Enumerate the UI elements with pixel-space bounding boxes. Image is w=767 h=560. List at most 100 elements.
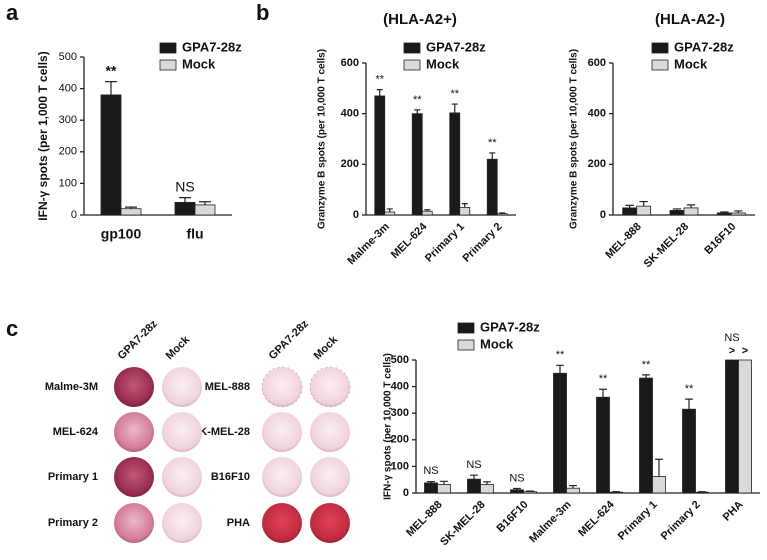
error-bar [513,487,521,490]
error-bar [639,200,648,207]
legend-swatch [651,59,669,71]
annotation: ** [413,94,422,106]
y-tick-label: 0 [353,209,359,221]
annotation: ** [488,137,497,149]
y-tick-label: 0 [600,209,606,221]
x-tick-label: Primary 2 [659,499,703,543]
x-tick-label: Primary 2 [460,221,504,265]
y-tick-label: 400 [341,108,359,120]
y-tick-label: 100 [59,177,77,189]
row-label: PHA [227,517,250,529]
x-tick-label: MEL-888 [603,221,643,261]
bar [609,491,623,494]
overflow-mark: > [729,345,735,357]
row-label: B16F10 [211,471,250,483]
annotation: NS [724,332,739,344]
y-tick-label: 500 [59,51,77,63]
bar [510,489,524,494]
overflow-mark: > [742,345,748,357]
y-tick-label: 200 [391,434,409,446]
bar [480,484,494,494]
column-header: GPA7-28z [116,318,161,363]
well [114,367,154,407]
y-tick-label: 300 [59,114,77,126]
bar [725,359,739,494]
annotation: ** [106,62,117,78]
error-bar [686,204,696,208]
bar [424,482,438,494]
well [310,412,350,452]
legend-label: Mock [674,56,708,71]
well [162,503,202,543]
well [262,503,302,543]
bar [437,484,451,494]
bar [449,112,461,216]
row-label: MEL-624 [53,426,99,438]
error-bar [414,109,421,114]
bar [596,396,610,494]
error-bar [424,209,431,212]
legend-swatch [159,42,177,54]
bar [652,476,666,494]
legend-swatch [159,59,177,71]
x-tick-label: B16F10 [702,221,738,257]
x-tick-label: Primary 1 [423,221,467,265]
bar [496,213,508,216]
error-bar [672,208,682,211]
legend-swatch [651,42,669,54]
well [114,503,154,543]
error-bar [386,208,393,212]
error-bar [483,481,491,485]
x-tick-label: MEL-888 [404,499,444,539]
bar [636,205,652,216]
x-tick-label: Primary 1 [616,499,660,543]
legend-swatch [457,322,475,334]
error-bar [698,491,706,493]
y-tick-label: 500 [391,354,409,366]
well-images: GPA7-28z Mock GPA7-28z Mock Malme-3M MEL… [45,318,351,543]
bar [622,207,638,216]
row-label: Primary 1 [48,471,98,483]
error-bar [427,480,435,483]
error-bar [720,211,729,213]
legend-label: GPA7-28z [426,39,486,54]
error-bar [461,203,468,208]
bar [174,201,196,216]
legend-label: GPA7-28z [182,39,242,54]
well [310,457,350,497]
x-tick-label: B16F10 [495,499,531,535]
x-tick-label: MEL-624 [576,498,617,539]
error-bar [489,152,496,160]
bar [523,491,537,494]
y-axis-label: IFN-γ spots (per 1,000 T cells) [36,51,50,220]
error-bar [376,89,383,96]
annotation: ** [450,88,459,100]
error-bar [125,206,137,209]
panel-label: c [6,316,18,341]
y-tick-label: 300 [391,407,409,419]
x-tick-label: Malme-3m [345,221,392,268]
y-tick-label: 200 [59,146,77,158]
bar [682,408,696,494]
bar [384,211,396,216]
well [262,412,302,452]
bar [421,210,433,216]
error-bar [599,388,607,398]
y-tick-label: 600 [341,57,359,69]
y-axis-label: Granzyme B spots (per 10,000 T cells) [317,49,328,229]
well [262,457,302,497]
annotation: ** [599,373,608,385]
error-bar [734,210,743,213]
legend-swatch [403,59,421,71]
bar [669,210,685,216]
error-bar [440,480,448,485]
row-label: SK-MEL-28 [192,426,250,438]
annotation: NS [509,472,524,484]
error-bar [685,398,693,410]
row-label: Malme-3M [45,381,98,393]
well [261,366,303,408]
y-tick-label: 200 [588,158,606,170]
annotation: ** [375,74,384,86]
bar [695,491,709,494]
